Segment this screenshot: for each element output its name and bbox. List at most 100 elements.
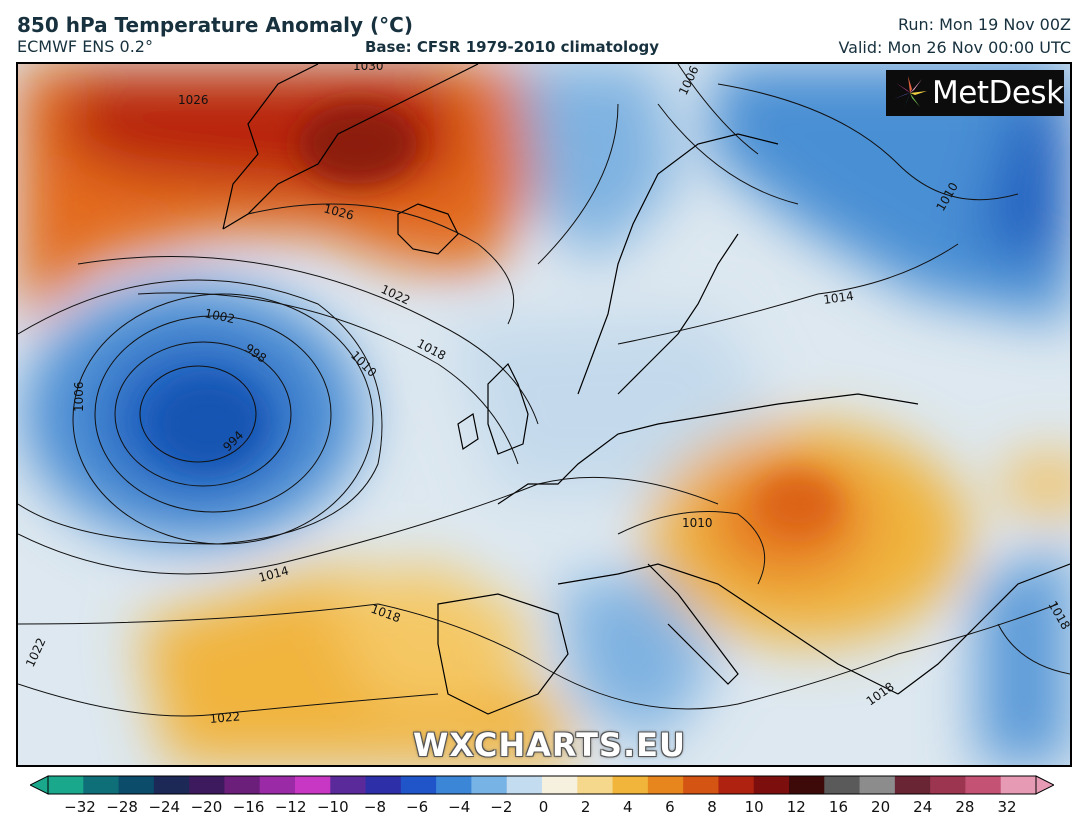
run-time-label: Run: Mon 19 Nov 00Z	[897, 15, 1071, 34]
colorbar-segment	[683, 776, 720, 794]
colorbar-segment	[365, 776, 402, 794]
colorbar-segment	[506, 776, 543, 794]
anomaly-field: 1026 1026 1030 1006 1010 1022 1018 1002 …	[18, 64, 1070, 765]
colorbar-tick-label: −32	[64, 798, 96, 816]
base-climatology-label: Base: CFSR 1979-2010 climatology	[365, 38, 660, 56]
colorbar-tick-label: −10	[316, 798, 349, 816]
colorbar-tick-label: 10	[744, 798, 764, 816]
colorbar-tick-label: −2	[490, 798, 513, 816]
isobar-label: 1006	[72, 381, 86, 412]
isobar-1014-north	[537, 103, 959, 345]
colorbar-tick-label: 0	[538, 798, 549, 816]
colorbar-segment	[612, 776, 649, 794]
colorbar-tick-label: 12	[786, 798, 806, 816]
isobar-label: 1002	[203, 306, 236, 326]
isobar-1014-southeast	[997, 623, 1070, 675]
colorbar-segment	[647, 776, 684, 794]
colorbar-tick-label: −8	[363, 798, 387, 816]
colorbar-segment	[542, 776, 578, 794]
colorbar-segment	[48, 776, 84, 794]
colorbar-segment	[153, 776, 190, 794]
logo-text: MetDesk	[932, 75, 1064, 111]
map-panel: 1026 1026 1030 1006 1010 1022 1018 1002 …	[16, 62, 1072, 767]
isobar-1022	[18, 683, 439, 717]
colorbar-tick-label: 4	[622, 798, 633, 816]
colorbar-segment	[224, 776, 261, 794]
colorbar-tick-label: −28	[106, 798, 138, 816]
colorbar	[30, 775, 1054, 795]
colorbar-segment	[859, 776, 896, 794]
colorbar-tick-label: 32	[997, 798, 1017, 816]
colorbar-tick-label: 24	[913, 798, 933, 816]
isobar-1026	[247, 203, 515, 325]
colorbar-segment	[189, 776, 226, 794]
colorbar-segment	[965, 776, 1002, 794]
colorbar-segment	[930, 776, 967, 794]
isobar-998	[114, 341, 292, 487]
colorbar-tick-label: −20	[190, 798, 223, 816]
watermark: WXCHARTS.EU	[413, 726, 686, 764]
coastlines	[222, 64, 1070, 715]
colorbar-segment	[789, 776, 825, 794]
colorbar-tick-label: 16	[828, 798, 848, 816]
scandinavia-coast	[577, 133, 779, 395]
colorbar-ticks: −32 −28 −24 −20 −16 −12 −10 −8 −6 −4 −2 0 2 4 6 8 10 12 16…	[0, 798, 1088, 822]
metdesk-logo: MetDesk	[886, 70, 1064, 116]
colorbar-segment	[436, 776, 473, 794]
colorbar-tick-label: −16	[232, 798, 265, 816]
isobar-1018-north	[137, 292, 519, 465]
cold-anomaly-northeast	[708, 64, 1070, 324]
continental-coast	[497, 393, 1070, 695]
iberia-coast	[437, 593, 569, 715]
colorbar-segment	[824, 776, 861, 794]
isobar-1006-northeast	[677, 64, 759, 155]
valid-time-label: Valid: Mon 26 Nov 00:00 UTC	[838, 38, 1071, 57]
colorbar-segment	[753, 776, 790, 794]
colorbar-segment	[400, 776, 437, 794]
isobar-1010-west	[18, 279, 383, 545]
model-label: ECMWF ENS 0.2°	[17, 37, 153, 56]
colorbar-min-arrow	[30, 775, 49, 795]
colorbar-segment	[577, 776, 614, 794]
colorbar-segment	[718, 776, 755, 794]
isobar-label: 1014	[822, 289, 854, 307]
iceland-coast	[397, 203, 459, 255]
colorbar-tick-label: −12	[274, 798, 307, 816]
isobar-label: 1026	[178, 93, 209, 107]
isobar-1014	[18, 476, 719, 575]
isobar-994	[139, 365, 257, 463]
colorbar-tick-label: 6	[665, 798, 675, 816]
colorbar-segment	[471, 776, 508, 794]
metdesk-pinwheel-icon	[894, 76, 927, 109]
greenland-coast	[222, 64, 479, 230]
colorbar-tick-label: −24	[148, 798, 181, 816]
isobar-1018	[18, 603, 1059, 710]
colorbar-segment	[894, 776, 931, 794]
isobar-label: 1030	[353, 64, 384, 73]
colorbar-segment	[83, 776, 120, 794]
colorbar-tick-label: −4	[448, 798, 471, 816]
isobars	[18, 64, 1070, 717]
colorbar-segment	[1000, 776, 1037, 794]
colorbar-tick-label: 20	[871, 798, 891, 816]
colorbar-tick-label: 8	[707, 798, 717, 816]
isobar-1022-north	[77, 256, 539, 425]
colorbar-segment	[295, 776, 331, 794]
warm-anomaly-southwest	[138, 564, 578, 765]
isobar-1010-central	[617, 511, 766, 585]
isobar-label: 1022	[209, 709, 241, 726]
italy-coast	[647, 563, 739, 685]
colorbar-tick-label: 2	[580, 798, 591, 816]
chart-title: 850 hPa Temperature Anomaly (°C)	[17, 13, 413, 37]
isobar-1010-northeast	[657, 83, 1019, 205]
colorbar-tick-label: 28	[955, 798, 975, 816]
isobar-label: 1010	[682, 516, 713, 530]
british-isles-coast	[457, 362, 529, 455]
colorbar-max-arrow	[1035, 775, 1054, 795]
colorbar-segment	[330, 776, 367, 794]
isobar-1002	[94, 315, 332, 513]
colorbar-tick-label: −6	[406, 798, 429, 816]
colorbar-border	[47, 775, 1037, 795]
colorbar-segment	[259, 776, 296, 794]
colorbar-segment	[118, 776, 155, 794]
